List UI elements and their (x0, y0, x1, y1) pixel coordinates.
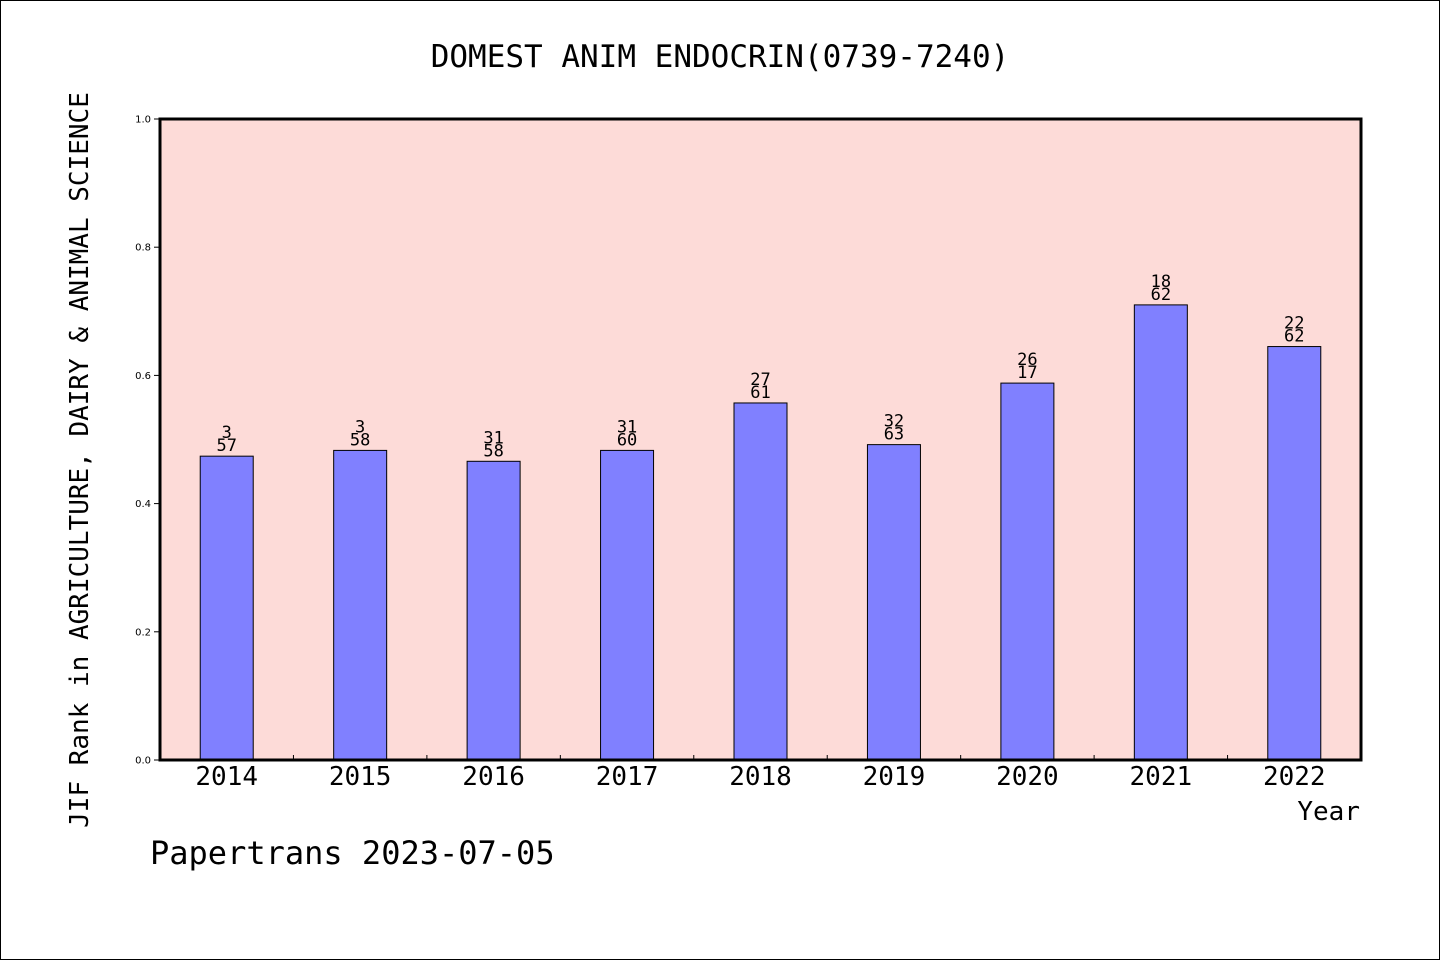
footer-text: Papertrans 2023-07-05 (150, 834, 555, 872)
x-axis-label: Year (1297, 797, 1360, 827)
y-tick-label: 0.6 (135, 371, 151, 382)
chart-title: DOMEST ANIM ENDOCRIN(0739-7240) (431, 39, 1010, 75)
bar-2021 (1133, 304, 1188, 761)
x-tick-label: 2021 (1130, 762, 1193, 792)
x-tick-label: 2016 (462, 762, 525, 792)
bar-label-rank: 3 (355, 417, 365, 437)
y-axis-ticks: 0.0 0.2 0.4 0.6 0.8 1.0 (135, 115, 160, 767)
bar-label-total: 58 (483, 441, 503, 461)
bar-2018 (733, 402, 788, 761)
y-tick-label: 0.2 (135, 627, 151, 638)
x-tick-label: 2014 (195, 762, 258, 792)
x-tick-label: 2020 (996, 762, 1059, 792)
x-tick-label: 2015 (329, 762, 392, 792)
bar-label-total: 17 (1017, 363, 1037, 383)
bar-label-rank: 26 (1017, 350, 1037, 370)
x-tick-label: 2017 (596, 762, 659, 792)
x-tick-label: 2022 (1263, 762, 1326, 792)
bar-2014 (199, 455, 254, 761)
y-tick-label: 0.4 (135, 499, 151, 510)
y-axis-label: JIF Rank in AGRICULTURE, DAIRY & ANIMAL … (65, 92, 95, 828)
x-axis-ticks: 2014 2015 2016 2017 2018 2019 2020 2021 2022 (195, 755, 1326, 792)
bar-label-total: 62 (1151, 285, 1171, 305)
bar-label-total: 58 (350, 430, 370, 450)
bar-label-total: 62 (1284, 327, 1304, 347)
bar-label-total: 63 (884, 425, 904, 445)
bars (199, 304, 1322, 761)
bar-label-total: 57 (216, 436, 236, 456)
y-tick-label: 0.8 (135, 243, 151, 254)
bar-2020 (1000, 382, 1055, 761)
bar-label-total: 60 (617, 430, 637, 450)
bar-2019 (866, 444, 921, 761)
bar-label-rank: 32 (884, 412, 904, 432)
bar-2015 (333, 449, 388, 761)
plot-border (158, 117, 1363, 762)
bar-2016 (466, 460, 521, 761)
bar-2017 (600, 449, 655, 761)
x-tick-label: 2018 (729, 762, 792, 792)
y-tick-label: 1.0 (135, 115, 151, 126)
x-tick-label: 2019 (863, 762, 926, 792)
bar-label-rank: 27 (750, 370, 770, 390)
bar-label-total: 61 (750, 383, 770, 403)
bar-label-rank: 31 (617, 417, 637, 437)
bar-2022 (1267, 346, 1322, 761)
bar-label-rank: 31 (483, 428, 503, 448)
bar-label-rank: 22 (1284, 314, 1304, 334)
bar-label-rank: 18 (1151, 272, 1171, 292)
bar-label-rank: 3 (222, 423, 232, 443)
y-tick-label: 0.0 (135, 756, 151, 767)
